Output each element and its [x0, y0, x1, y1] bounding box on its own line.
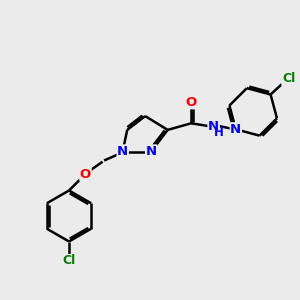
- Text: Cl: Cl: [62, 254, 76, 268]
- Text: N: N: [230, 123, 242, 136]
- Text: N: N: [117, 145, 128, 158]
- Text: O: O: [80, 167, 91, 181]
- Text: N: N: [208, 120, 219, 133]
- Text: O: O: [185, 96, 197, 109]
- Text: N: N: [146, 145, 157, 158]
- Text: Cl: Cl: [282, 72, 295, 86]
- Text: H: H: [214, 126, 224, 140]
